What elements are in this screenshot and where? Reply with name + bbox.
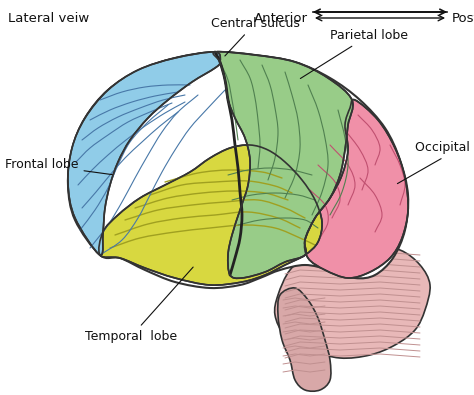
Text: Temporal  lobe: Temporal lobe <box>85 267 193 343</box>
Text: Anterior: Anterior <box>254 12 308 25</box>
PathPatch shape <box>213 52 353 278</box>
Text: Central sulcus: Central sulcus <box>210 17 300 56</box>
Text: Posterior: Posterior <box>452 12 474 25</box>
PathPatch shape <box>304 100 408 278</box>
PathPatch shape <box>274 244 430 358</box>
Text: Frontal lobe: Frontal lobe <box>5 158 112 175</box>
Text: Occipital  lobe: Occipital lobe <box>397 141 474 184</box>
PathPatch shape <box>68 52 408 288</box>
PathPatch shape <box>68 52 220 255</box>
Text: Parietal lobe: Parietal lobe <box>301 29 408 79</box>
Text: Lateral veiw: Lateral veiw <box>8 12 89 25</box>
PathPatch shape <box>278 288 331 391</box>
PathPatch shape <box>99 145 322 285</box>
